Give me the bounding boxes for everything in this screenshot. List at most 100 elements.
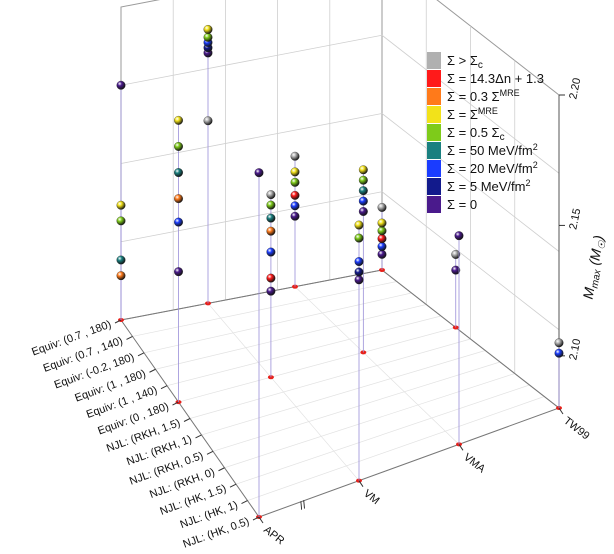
data-point <box>116 255 126 265</box>
legend-swatch <box>427 196 441 213</box>
x-tick-mark <box>258 516 264 524</box>
data-point <box>116 216 126 226</box>
data-point <box>203 25 213 34</box>
data-point <box>290 151 300 161</box>
data-point <box>358 196 368 206</box>
legend-swatch <box>427 88 441 105</box>
data-point <box>377 226 387 236</box>
floor-grid-line <box>207 303 360 481</box>
y-tick-mark <box>160 385 168 390</box>
floor-grid-line <box>189 338 471 419</box>
back-wall-left <box>120 0 383 321</box>
y-tick-mark <box>195 434 202 439</box>
y-tick-mark <box>241 500 248 505</box>
grid-line <box>381 191 560 331</box>
legend-sub: c <box>478 60 483 71</box>
grid-line <box>120 34 383 86</box>
data-point <box>554 338 564 348</box>
legend-swatch <box>427 142 441 159</box>
grid-line <box>381 113 560 252</box>
legend-sup: 2 <box>533 160 538 170</box>
legend-swatch <box>427 160 441 177</box>
data-point <box>266 247 276 257</box>
x-tick-label: VMA <box>461 451 488 476</box>
grid-line <box>381 34 560 174</box>
data-point <box>451 250 461 259</box>
floor-grid-line <box>132 281 397 337</box>
data-point <box>116 200 126 210</box>
data-point <box>377 249 387 259</box>
data-point <box>174 267 183 277</box>
data-point <box>354 275 364 285</box>
z-axis-label-sub: max <box>590 268 604 289</box>
grid-line <box>120 191 383 243</box>
legend-entry: Σ = 20 MeV/fm2 <box>447 160 538 176</box>
data-point <box>377 234 387 244</box>
data-point <box>174 194 183 204</box>
data-point <box>174 217 183 227</box>
legend-entry: Σ > Σc <box>447 53 483 71</box>
y-tick-mark <box>172 401 179 406</box>
z-axis-label-unit-sub: ☉ <box>596 239 609 251</box>
data-point <box>377 242 387 251</box>
legend-swatch <box>427 106 441 123</box>
data-point <box>266 190 276 200</box>
legend-entry: Σ = 0.5 Σc <box>447 125 505 143</box>
data-point <box>266 273 276 283</box>
x-tick-label: TW99 <box>561 415 592 443</box>
data-point <box>266 200 276 210</box>
y-tick-mark <box>252 516 260 521</box>
x-tick-label: APR <box>261 524 286 547</box>
legend-sup: 2 <box>533 142 538 152</box>
data-point <box>377 218 387 228</box>
data-point <box>451 265 461 275</box>
floor-grid-line <box>224 373 515 469</box>
x-tick-mark <box>558 407 564 415</box>
y-tick-mark <box>183 418 191 422</box>
data-point <box>116 80 126 90</box>
floor-grid-line <box>212 361 501 452</box>
data-point <box>354 233 364 243</box>
data-point <box>354 257 364 267</box>
legend-sub: c <box>500 132 505 143</box>
floor-grid-line <box>178 327 456 403</box>
legend-entry: Σ = 5 MeV/fm2 <box>447 178 531 194</box>
data-point <box>174 115 183 125</box>
floor-grid-line <box>294 286 460 445</box>
z-axis-label-unit: (M <box>585 247 604 270</box>
data-point <box>554 348 564 358</box>
data-point <box>266 286 276 296</box>
data-point <box>358 175 368 185</box>
data-point <box>203 116 213 126</box>
z-axis-label: Mmax (M☉) <box>580 234 610 301</box>
data-point <box>266 213 276 223</box>
legend-sup: 2 <box>525 178 530 188</box>
floor-grid-line <box>247 396 545 501</box>
y-tick-mark <box>114 319 122 324</box>
y-tick-mark <box>126 335 133 340</box>
axis-break-symbol: // <box>298 499 309 513</box>
z-tick-label: 2.20 <box>567 77 583 100</box>
data-point <box>290 190 300 200</box>
legend-entry: Σ = 14.3Δn + 1.3 <box>447 71 544 86</box>
z-axis-label-unit-close: ) <box>590 234 607 243</box>
data-point <box>290 167 300 177</box>
y-tick-mark <box>149 368 156 373</box>
data-point <box>254 168 264 178</box>
data-point <box>116 271 126 281</box>
legend-sup: MRE <box>500 88 520 98</box>
y-tick-mark <box>137 352 145 357</box>
legend-swatch <box>427 52 441 69</box>
data-point <box>290 211 300 221</box>
data-point <box>174 142 183 151</box>
data-point <box>290 177 300 187</box>
y-tick-mark <box>218 467 225 472</box>
data-point <box>266 226 276 236</box>
grid-line <box>120 113 383 164</box>
data-point <box>358 165 368 175</box>
y-tick-mark <box>206 450 214 455</box>
data-point <box>290 201 300 211</box>
floor-grid-line <box>201 350 486 436</box>
